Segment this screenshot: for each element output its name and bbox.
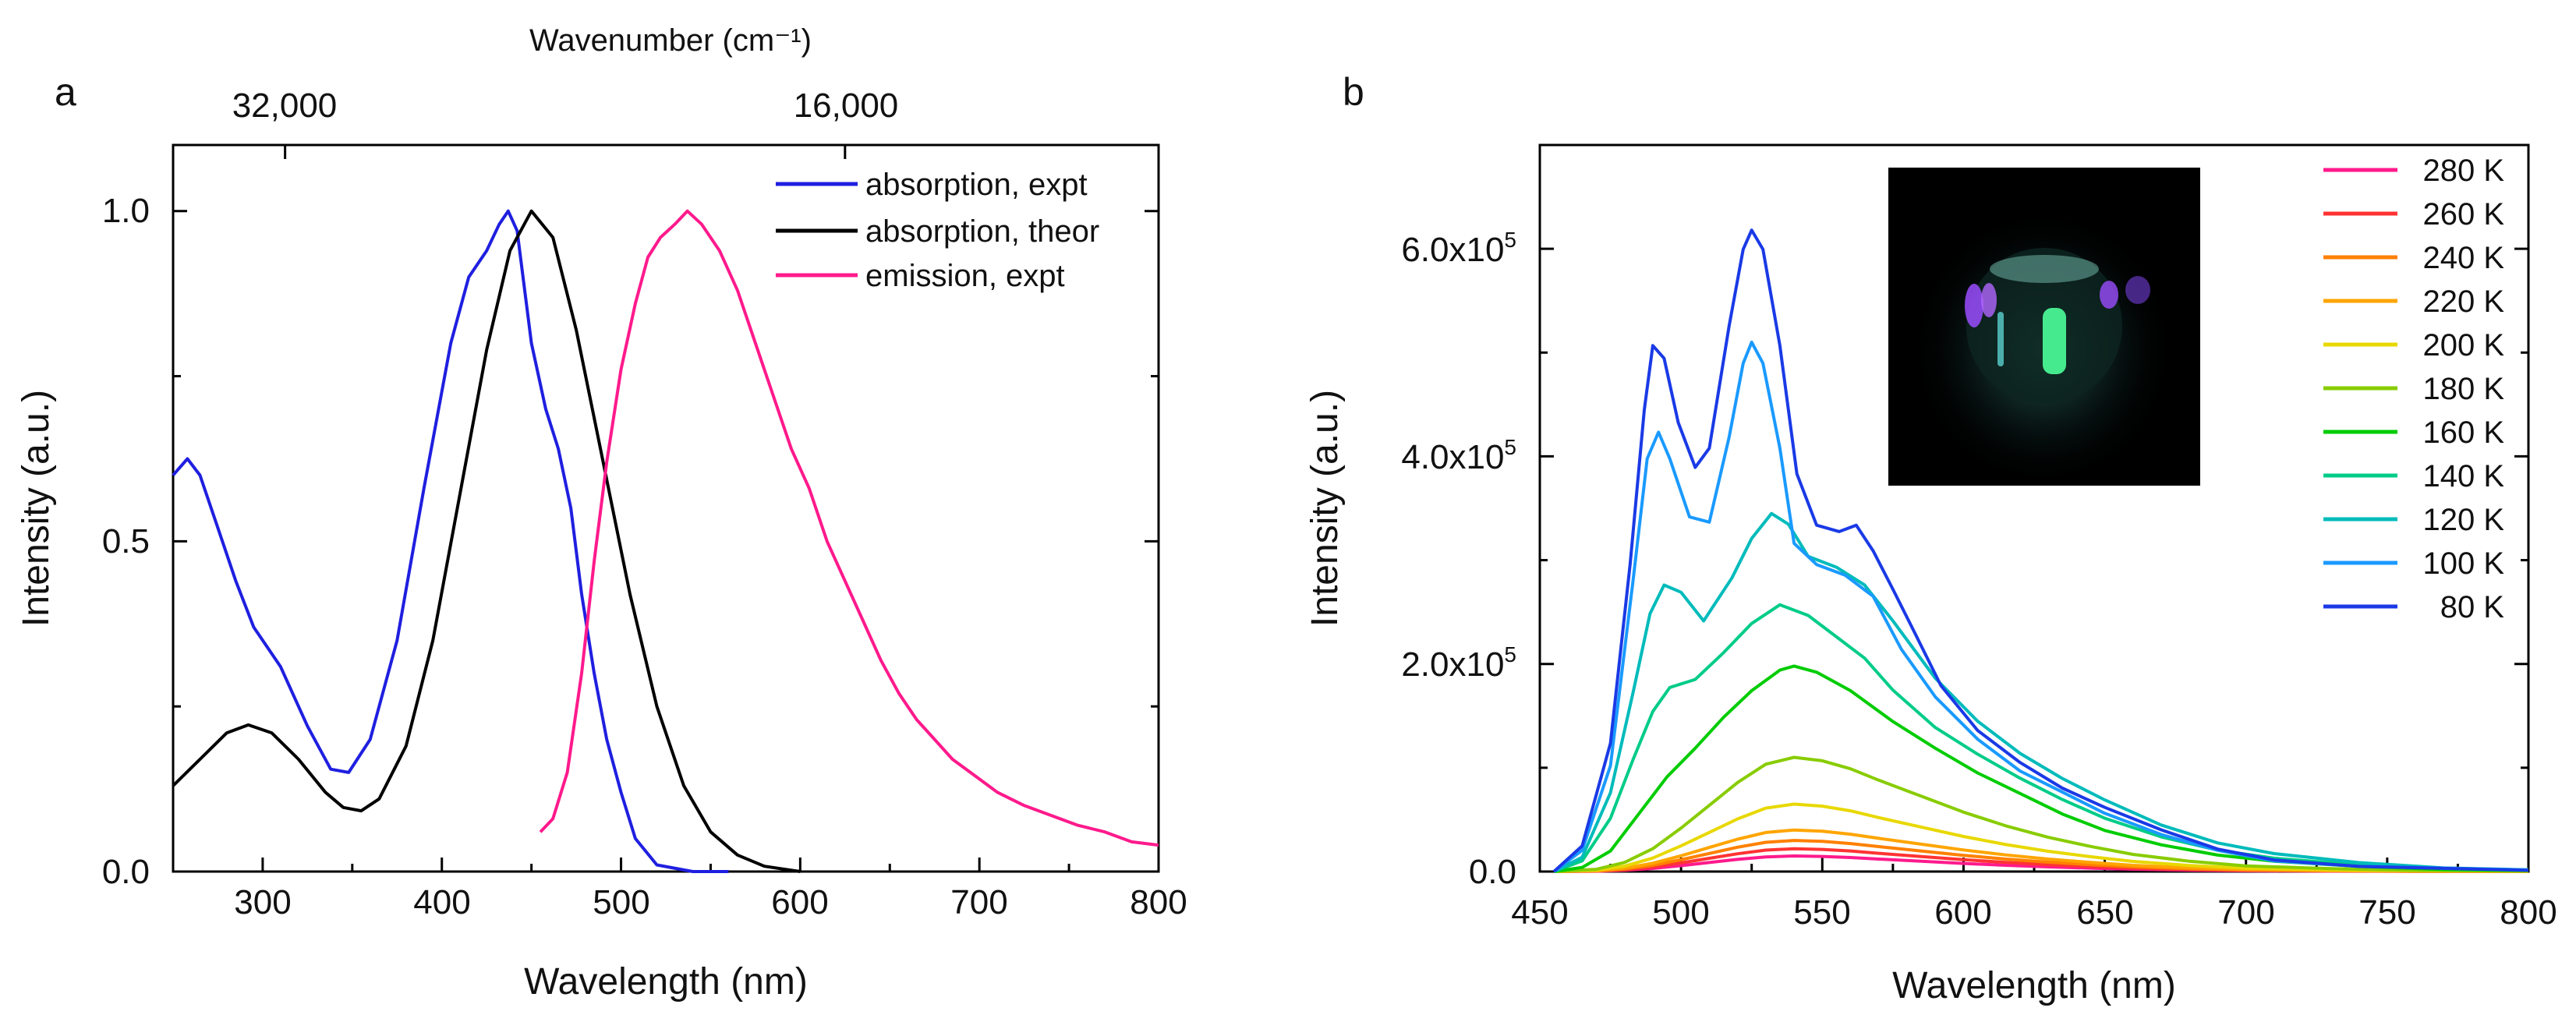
panel-a-legend: absorption, expt absorption, theor emiss… xyxy=(776,168,1099,293)
legend-label-240-k: 240 K xyxy=(2422,241,2504,275)
panel-a-x-tick-labels: 300 400 500 600 700 800 xyxy=(234,883,1187,921)
legend-label-280-k: 280 K xyxy=(2422,154,2504,188)
panel-a: a Wavenumber (cm⁻¹) 32,000 16,000 300 40… xyxy=(16,23,1187,1003)
panel-a-x-tick-label: 500 xyxy=(593,883,649,921)
panel-b-y-tick-label: 4.0x105 xyxy=(1401,435,1516,476)
series-line-220-k xyxy=(1554,828,2529,873)
series-line-emission-expt xyxy=(539,209,1159,847)
panel-b-y-tick-label: 2.0x105 xyxy=(1401,642,1516,684)
panel-b-y-axis-title: Intensity (a.u.) xyxy=(1304,390,1346,627)
series-line-absorption-theor xyxy=(172,209,801,873)
panel-a-y-axis-title: Intensity (a.u.) xyxy=(16,390,57,627)
panel-a-top-tick-32000: 32,000 xyxy=(232,87,338,125)
legend-label-220-k: 220 K xyxy=(2422,285,2504,319)
panel-a-top-axis-title: Wavenumber (cm⁻¹) xyxy=(529,23,812,58)
panel-b-x-tick-label: 800 xyxy=(2500,893,2557,932)
panel-b-x-tick-label: 550 xyxy=(1793,893,1850,932)
panel-a-x-tick-label: 800 xyxy=(1130,883,1187,921)
legend-label-100-k: 100 K xyxy=(2422,546,2504,581)
panel-b-inset-photo xyxy=(1888,168,2200,486)
series-line-120-k xyxy=(1553,511,2529,873)
panel-b-x-tick-label: 600 xyxy=(1934,893,1991,932)
legend-label-absorption-theor: absorption, theor xyxy=(865,214,1099,249)
series-line-180-k xyxy=(1553,755,2529,873)
series-line-absorption-expt xyxy=(172,209,729,873)
panel-b-x-tick-label: 750 xyxy=(2358,893,2415,932)
panel-a-y-tick-label: 1.0 xyxy=(102,192,150,230)
panel-b-x-tick-label: 450 xyxy=(1511,893,1568,932)
legend-label-80-k: 80 K xyxy=(2440,590,2505,624)
series-line-80-k xyxy=(1552,228,2529,873)
panel-b-y-tick-label: 0.0 xyxy=(1469,853,1516,891)
series-line-140-k xyxy=(1553,603,2529,873)
panel-b-label: b xyxy=(1343,70,1364,114)
panel-a-y-tick-labels: 0.0 0.5 1.0 xyxy=(102,192,150,891)
legend-label-absorption-expt: absorption, expt xyxy=(865,168,1088,202)
legend-label-180-k: 180 K xyxy=(2422,372,2504,406)
panel-a-label: a xyxy=(55,70,76,114)
panel-b-series xyxy=(1552,228,2529,873)
panel-a-y-tick-label: 0.0 xyxy=(102,853,150,891)
legend-label-160-k: 160 K xyxy=(2422,416,2504,450)
panel-b-y-tick-label: 6.0x105 xyxy=(1401,228,1516,269)
panel-b: b 450 500 550 600 650 700 750 800 0.0 2.… xyxy=(1304,70,2557,1006)
panel-a-x-tick-label: 300 xyxy=(234,883,291,921)
panel-a-ticks xyxy=(173,145,1160,873)
legend-label-140-k: 140 K xyxy=(2422,459,2504,493)
series-line-160-k xyxy=(1553,664,2529,873)
panel-a-top-tick-16000: 16,000 xyxy=(794,87,899,125)
panel-b-x-tick-label: 650 xyxy=(2076,893,2133,932)
panel-b-x-tick-label: 700 xyxy=(2217,893,2274,932)
panel-a-x-tick-label: 600 xyxy=(771,883,828,921)
legend-label-emission-expt: emission, expt xyxy=(865,259,1065,293)
panel-a-plot-frame xyxy=(172,143,1160,873)
panel-a-x-tick-label: 700 xyxy=(950,883,1007,921)
legend-label-120-k: 120 K xyxy=(2422,503,2504,537)
panel-b-x-tick-labels: 450 500 550 600 650 700 750 800 xyxy=(1511,893,2557,932)
panel-a-y-tick-label: 0.5 xyxy=(102,522,150,561)
series-line-100-k xyxy=(1552,341,2529,873)
panel-a-series xyxy=(172,209,1159,873)
legend-label-260-k: 260 K xyxy=(2422,197,2504,232)
panel-b-x-tick-label: 500 xyxy=(1652,893,1709,932)
series-line-200-k xyxy=(1554,802,2529,873)
panel-b-legend: 280 K 260 K 240 K 220 K 200 K 180 K 160 K 140 K… xyxy=(2323,154,2504,624)
legend-label-200-k: 200 K xyxy=(2422,328,2504,362)
panel-a-x-tick-label: 400 xyxy=(413,883,470,921)
panel-a-x-axis-title: Wavelength (nm) xyxy=(524,961,808,1003)
panel-b-x-axis-title: Wavelength (nm) xyxy=(1892,965,2176,1006)
panel-b-y-tick-labels: 0.0 2.0x105 4.0x105 6.0x105 xyxy=(1401,228,1516,891)
